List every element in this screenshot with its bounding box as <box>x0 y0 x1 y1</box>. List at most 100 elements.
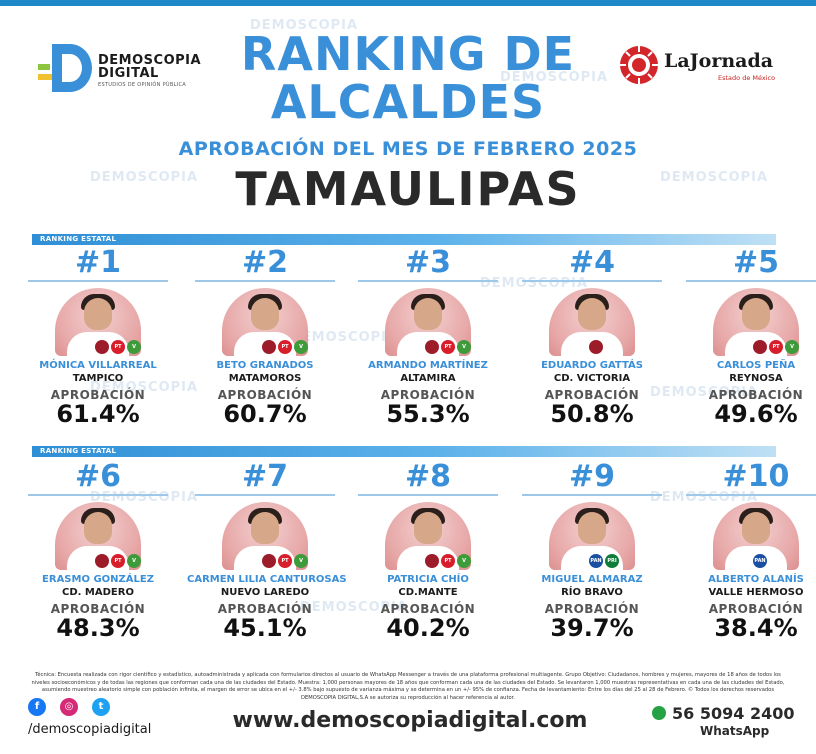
methodology-note: Técnica: Encuesta realizada con rigor ci… <box>31 672 785 701</box>
mayor-card: #10 PAN ALBERTO ALANÍS VALLE HERMOSO APROBAC… <box>686 460 816 660</box>
party-badge-icon <box>95 554 109 568</box>
facebook-icon[interactable]: f <box>28 698 46 716</box>
instagram-icon[interactable]: ◎ <box>60 698 78 716</box>
social-links: f ◎ t <box>28 698 110 716</box>
approval-label: APROBACIÓN <box>217 602 313 616</box>
page-subtitle: APROBACIÓN DEL MES DE FEBRERO 2025 <box>178 138 638 160</box>
approval-label: APROBACIÓN <box>50 388 146 402</box>
party-badge-icon: V <box>127 340 141 354</box>
party-badges: PAN <box>753 554 767 568</box>
party-badges: PAN PRI <box>589 554 619 568</box>
rank-number: #3 <box>404 245 451 280</box>
party-badge-icon <box>95 340 109 354</box>
rank-underline <box>358 280 498 282</box>
mayor-photo-head <box>84 512 112 544</box>
mayor-photo <box>549 288 635 356</box>
mayor-name: MÓNICA VILLARREAL <box>39 360 157 371</box>
demoscopia-logo-icon <box>38 44 92 92</box>
approval-label: APROBACIÓN <box>380 388 476 402</box>
rank-underline <box>522 280 662 282</box>
social-handle[interactable]: /demoscopiadigital <box>28 722 152 737</box>
mayor-city: MATAMOROS <box>228 373 302 384</box>
rank-number: #5 <box>732 245 779 280</box>
mayor-card: #2 PT V BETO GRANADOS MATAMOROS APROBACIÓN 60.… <box>195 246 335 446</box>
party-badges: PT V <box>425 554 471 568</box>
party-badge-icon: V <box>457 340 471 354</box>
mayor-photo: PT V <box>222 288 308 356</box>
mayor-name: ALBERTO ALANÍS <box>708 574 804 585</box>
approval-value: 55.3% <box>386 400 470 428</box>
whatsapp-icon <box>652 706 666 720</box>
website-link[interactable]: www.demoscopiadigital.com <box>232 708 588 733</box>
rank-underline <box>522 494 662 496</box>
title-line1: RANKING DE <box>240 27 576 81</box>
rank-number: #8 <box>404 459 451 494</box>
rank-number: #4 <box>568 245 615 280</box>
mayor-city: NUEVO LAREDO <box>220 587 310 598</box>
party-badge-icon <box>425 340 439 354</box>
mayor-name: BETO GRANADOS <box>216 360 314 371</box>
rank-number: #9 <box>568 459 615 494</box>
mayor-photo-head <box>84 298 112 330</box>
mayor-city: CD.MANTE <box>398 587 458 598</box>
partner-sub: Estado de México <box>718 74 776 82</box>
ranking-section-bar-bottom: RANKING ESTATAL <box>32 446 776 457</box>
party-badge-icon <box>425 554 439 568</box>
mayor-photo: PAN <box>713 502 799 570</box>
mayor-city: REYNOSA <box>729 373 783 384</box>
mayor-photo: PT V <box>713 288 799 356</box>
approval-value: 50.8% <box>550 400 634 428</box>
twitter-icon[interactable]: t <box>92 698 110 716</box>
party-badge-icon <box>262 340 276 354</box>
party-badge-icon: PT <box>111 340 125 354</box>
phone-number[interactable]: 56 5094 2400 <box>672 704 795 723</box>
approval-value: 40.2% <box>386 614 470 642</box>
approval-label: APROBACIÓN <box>380 602 476 616</box>
rank-number: #2 <box>241 245 288 280</box>
mayor-photo: PT V <box>55 502 141 570</box>
mayor-name: EDUARDO GATTÁS <box>541 360 643 371</box>
approval-label: APROBACIÓN <box>708 388 804 402</box>
partner-name: LaJornada <box>664 50 774 72</box>
mayor-photo: PT V <box>222 502 308 570</box>
party-badge-icon: V <box>457 554 471 568</box>
brand-name: DEMOSCOPIA DIGITAL <box>98 54 201 80</box>
party-badge-icon: PT <box>769 340 783 354</box>
mayor-name: ERASMO GONZÁLEZ <box>42 574 154 585</box>
party-badges: PT V <box>262 340 308 354</box>
party-badge-icon: V <box>127 554 141 568</box>
rank-number: #7 <box>241 459 288 494</box>
rank-number: #1 <box>74 245 121 280</box>
brand-tagline: ESTUDIOS DE OPINIÓN PÚBLICA <box>98 82 186 88</box>
party-badge-icon: PT <box>278 340 292 354</box>
mayor-name: ARMANDO MARTÍNEZ <box>368 360 488 371</box>
mayor-card: #3 PT V ARMANDO MARTÍNEZ ALTAMIRA APROBACIÓN 5… <box>358 246 498 446</box>
party-badge-icon: V <box>785 340 799 354</box>
approval-value: 49.6% <box>714 400 798 428</box>
mayor-card: #1 PT V MÓNICA VILLARREAL TAMPICO APROBACIÓN 6… <box>28 246 168 446</box>
mayor-city: VALLE HERMOSO <box>708 587 804 598</box>
party-badge-icon: PRI <box>605 554 619 568</box>
mayor-card: #5 PT V CARLOS PEÑA REYNOSA APROBACIÓN 49.6% <box>686 246 816 446</box>
mayor-city: ALTAMIRA <box>400 373 456 384</box>
party-badges: PT V <box>753 340 799 354</box>
mayor-photo: PT V <box>55 288 141 356</box>
party-badge-icon: PAN <box>589 554 603 568</box>
rank-underline <box>358 494 498 496</box>
party-badge-icon: PT <box>111 554 125 568</box>
rank-underline <box>686 494 816 496</box>
approval-label: APROBACIÓN <box>544 388 640 402</box>
party-badges: PT V <box>425 340 471 354</box>
approval-label: APROBACIÓN <box>544 602 640 616</box>
mayor-card: #8 PT V PATRICIA CHÍO CD.MANTE APROBACIÓN 40.2… <box>358 460 498 660</box>
party-badge-icon: V <box>294 554 308 568</box>
party-badges: PT V <box>95 340 141 354</box>
party-badge-icon <box>262 554 276 568</box>
mayor-card: #9 PAN PRI MIGUEL ALMARAZ RÍO BRAVO APROBACIÓ… <box>522 460 662 660</box>
rank-underline <box>28 280 168 282</box>
party-badge-icon <box>753 340 767 354</box>
mayor-card: #7 PT V CARMEN LILIA CANTUROSAS NUEVO LAREDO… <box>187 459 347 660</box>
mayor-photo-head <box>578 298 606 330</box>
mayor-name: CARMEN LILIA CANTUROSAS <box>187 574 347 585</box>
mayor-name: MIGUEL ALMARAZ <box>541 574 643 585</box>
